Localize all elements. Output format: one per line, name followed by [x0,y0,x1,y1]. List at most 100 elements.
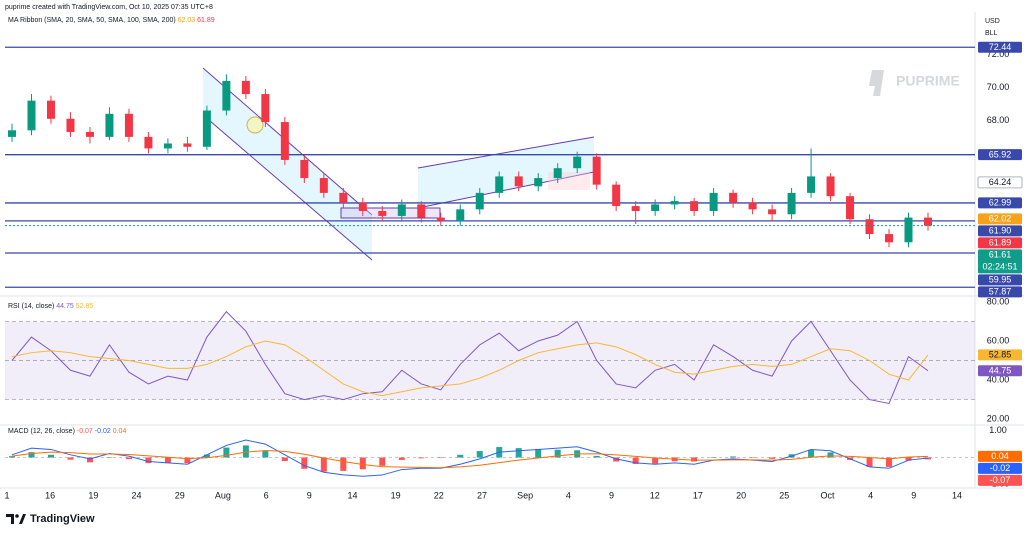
watermark: PUPRIME [869,70,960,96]
candle-body [904,217,913,243]
x-tick-label: 19 [88,490,98,500]
y-tick-label: 1.00 [989,425,1007,435]
price-label-box [978,286,1022,298]
candle-body [66,118,75,132]
x-tick-label: 9 [911,490,916,500]
candle-body [514,176,523,187]
histogram-bar [769,457,776,459]
x-tick-label: 25 [779,490,789,500]
channel-line [417,136,595,169]
x-tick-label: 22 [434,490,444,500]
x-tick-label: 4 [566,490,571,500]
candle-body [924,217,932,226]
candle-body [826,176,835,197]
histogram-bar [886,457,893,467]
price-label-box [978,213,1022,225]
unit: BLL [985,30,998,37]
watermark-text: PUPRIME [896,73,960,89]
histogram-bar [67,457,74,460]
price-label: -0.02 [990,463,1011,473]
plot [5,46,975,477]
histogram-bar [223,447,230,458]
legend-value: -0.02 [95,428,111,435]
legend-title: MACD (12, 26, close) [8,428,75,435]
price-label-box [978,462,1022,474]
desc-channel-fill [203,68,372,260]
histogram-bar [398,457,405,460]
histogram-bar [28,452,35,458]
y-tick-label: 40.00 [987,374,1010,384]
candle-body [358,202,367,211]
legend: RSI (14, close) 44.75 52.85 [8,303,93,310]
x-tick-label: 17 [693,490,703,500]
x-tick-label: 29 [175,490,185,500]
x-tick-label: 27 [477,490,487,500]
price-label: 52.85 [989,350,1012,360]
currency: USD [985,18,1000,25]
histogram-bar [106,456,113,458]
price-label: 62.02 [989,214,1012,224]
histogram-bar [320,457,327,472]
histogram-bar [437,457,444,459]
legend-value: 61.89 [197,17,215,24]
candle-body [865,219,874,235]
price-label-box [977,176,1023,189]
histogram-bar [262,451,269,458]
price-label-box [978,197,1022,209]
x-tick-label: 1 [4,490,9,500]
histogram-bar [613,457,620,462]
candle-body [417,204,426,218]
price-label: 61.90 [989,226,1012,236]
candle-body [300,159,309,179]
price-label-box [978,349,1022,361]
channel-line [417,171,595,209]
price-label: 61.89 [989,238,1012,248]
legend-value: 62.03 [178,17,196,24]
histogram-bar [476,451,483,458]
candle-body [631,206,640,211]
price-label-box [978,474,1022,486]
candle-body [339,192,348,203]
x-tick-label: 19 [391,490,401,500]
candle-body [124,113,133,137]
histogram-bar [145,457,152,464]
candle-body [163,143,172,149]
rsi-line [11,340,929,397]
histogram-bar [184,457,191,464]
y-tick-label: 20.00 [987,413,1010,423]
candle-body [436,217,445,221]
candle-body [261,94,270,123]
legend-title: RSI (14, close) [8,303,54,310]
x-tick-label: 4 [868,490,873,500]
y-tick-label: 60.00 [987,335,1010,345]
x-tick-label: Oct [820,490,835,500]
histogram-bar [379,457,386,466]
histogram-bar [808,449,815,458]
candle-body [378,211,387,216]
highlight-circle [246,116,264,134]
price-label-box [978,225,1022,237]
legend: MACD (12, 26, close) -0.07 -0.02 0.04 [8,428,126,435]
candle-body [222,80,231,111]
candle-body [651,204,660,211]
histogram-bar [418,457,425,459]
macd-line [11,439,929,477]
rsi-line [11,310,929,405]
candle-body [241,80,250,95]
price-label: 61.61 [989,250,1012,260]
histogram-bar [905,457,912,461]
x-tick-label: 9 [609,490,614,500]
legend-value: 0.04 [113,428,127,435]
candle-body [729,192,738,203]
price-label-box [978,249,1022,274]
candle-body [85,131,94,137]
histogram-bar [691,457,698,462]
candle-body [27,100,36,131]
histogram-bar [340,457,347,471]
candle-body [534,178,543,187]
x-tick-label: 16 [45,490,55,500]
candle-body [553,168,562,179]
candle-body [475,192,484,210]
price-label: 72.44 [989,42,1012,52]
macd-line [11,450,929,469]
